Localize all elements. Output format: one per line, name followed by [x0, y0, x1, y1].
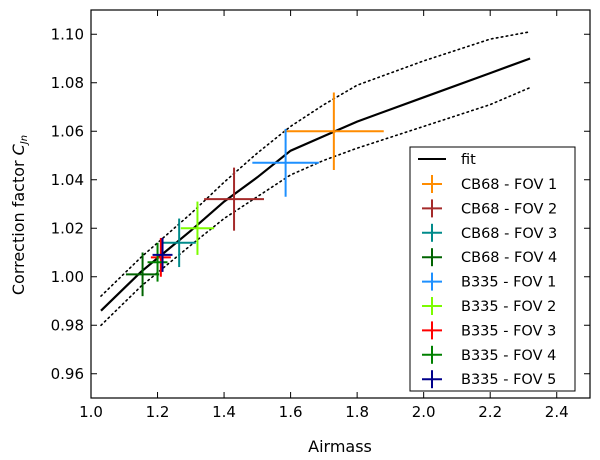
x-tick-label: 1.8	[345, 403, 369, 421]
legend-box	[409, 146, 576, 392]
legend-label: B335 - FOV 1	[461, 275, 556, 291]
legend: fit CB68 - FOV 1 CB68 - FOV 2 CB68 - FOV 3…	[409, 146, 576, 392]
y-axis-title-text: Correction factor	[9, 160, 28, 295]
errorbar-point-2	[204, 167, 264, 231]
fit-line	[100, 57, 531, 312]
marks	[100, 30, 531, 327]
legend-label: B335 - FOV 2	[461, 299, 556, 315]
x-tick-label: 2.4	[545, 403, 569, 421]
errorbar-point-3	[162, 218, 196, 268]
x-tick-label: 1.0	[79, 403, 103, 421]
y-tick-label: 1.06	[51, 122, 84, 140]
errorbar-point-1	[283, 92, 384, 171]
errorbar-point-7	[150, 237, 171, 277]
y-tick-label: 1.08	[51, 74, 84, 92]
legend-label: B335 - FOV 4	[461, 348, 556, 364]
y-tick-label: 1.02	[51, 219, 84, 237]
legend-items: CB68 - FOV 1 CB68 - FOV 2 CB68 - FOV 3 CB68…	[422, 175, 557, 389]
y-tick-label: 1.04	[51, 171, 84, 189]
errorbar-point-8	[147, 242, 168, 282]
legend-label: CB68 - FOV 3	[461, 226, 557, 242]
errorbar-point-4	[125, 252, 160, 297]
ticks: 1.0 1.2 1.4 1.6 1.8 2.0 2.2 2.4 0.96 0.98 1.00 1.02…	[51, 10, 590, 421]
x-tick-label: 2.2	[478, 403, 502, 421]
y-tick-label: 1.10	[51, 25, 84, 43]
x-tick-label: 1.6	[279, 403, 303, 421]
y-axis-title-subscript: Jn	[19, 135, 30, 146]
x-axis-title: Airmass	[308, 437, 372, 456]
legend-fit-label: fit	[461, 152, 476, 168]
y-axis-title-symbol: C	[9, 143, 28, 155]
errorbar-point-9	[152, 237, 173, 272]
x-tick-label: 1.4	[212, 403, 236, 421]
fit-upper-bound-line	[100, 30, 531, 297]
y-tick-label: 0.96	[51, 365, 84, 383]
legend-label: B335 - FOV 3	[461, 323, 556, 339]
legend-label: CB68 - FOV 1	[461, 177, 557, 193]
errorbar-point-6	[180, 201, 215, 255]
legend-label: CB68 - FOV 4	[461, 250, 557, 266]
legend-label: B335 - FOV 5	[461, 372, 556, 388]
errorbar-point-5	[252, 128, 319, 197]
y-tick-label: 0.98	[51, 316, 84, 334]
x-tick-label: 2.0	[412, 403, 436, 421]
y-tick-label: 1.00	[51, 268, 84, 286]
legend-label: CB68 - FOV 2	[461, 201, 557, 217]
x-tick-label: 1.2	[146, 403, 170, 421]
y-axis-title: Correction factor CJn	[9, 135, 30, 295]
